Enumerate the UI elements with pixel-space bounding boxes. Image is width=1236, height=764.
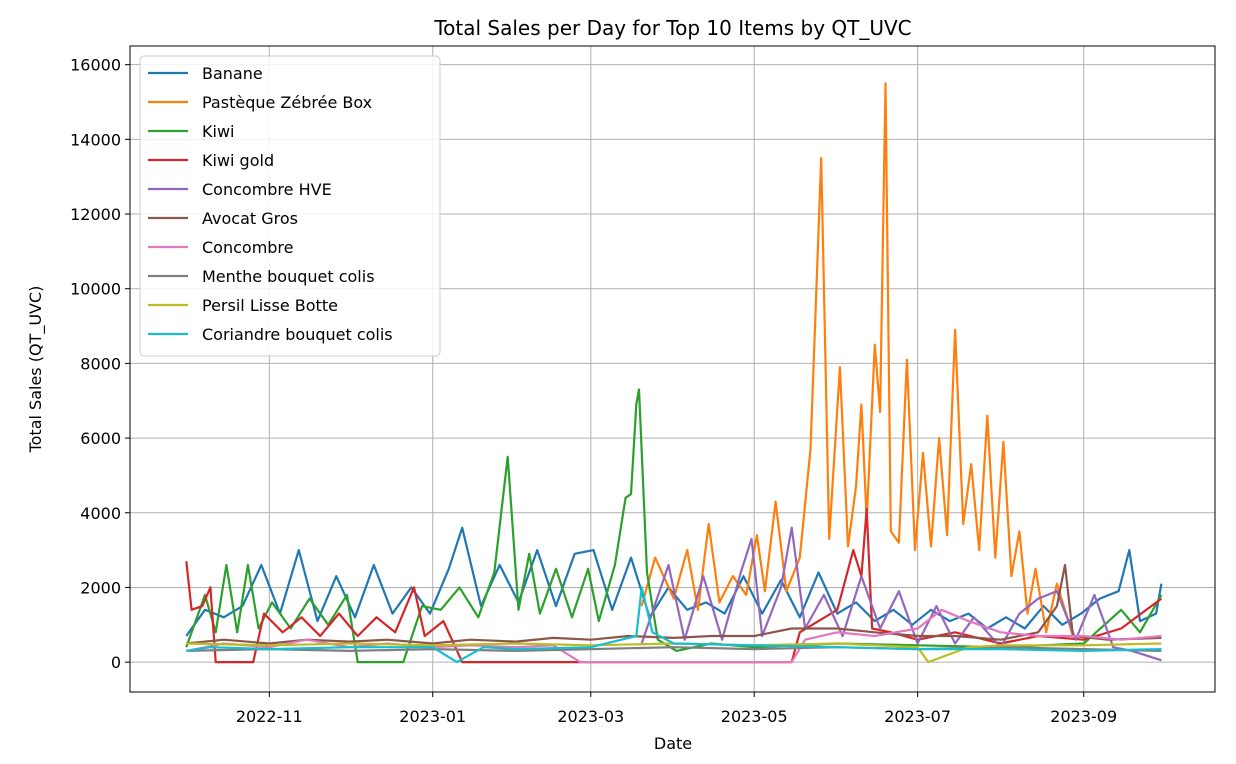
plot-frame	[129, 45, 1216, 693]
chart-title: Total Sales per Day for Top 10 Items by …	[433, 16, 911, 40]
x-axis-label: Date	[654, 734, 692, 753]
series-line-8	[186, 646, 1162, 652]
x-tick-label: 2022-11	[236, 707, 303, 726]
y-tick-label: 14000	[70, 130, 121, 149]
series-line-10	[186, 586, 1162, 664]
legend: Banane Pastèque Zébrée Box Kiwi Kiwi gold Co…	[139, 55, 441, 357]
series-line-5	[640, 526, 1162, 662]
legend-entry-label: Concombre HVE	[202, 180, 332, 199]
x-tick-label: 2023-05	[721, 707, 788, 726]
axis-ticks: 0 2000 4000 6000 8000 10000 12000 14000 16000 202…	[70, 56, 1117, 726]
legend-entry-label: Avocat Gros	[202, 209, 298, 228]
x-tick-label: 2023-07	[884, 707, 951, 726]
x-tick-label: 2023-01	[399, 707, 466, 726]
y-tick-label: 4000	[80, 504, 121, 523]
series-line-6	[186, 563, 1162, 645]
y-tick-label: 12000	[70, 205, 121, 224]
legend-entry-label: Pastèque Zébrée Box	[202, 93, 372, 112]
legend-entry-label: Menthe bouquet colis	[202, 267, 375, 286]
legend-entry-label: Persil Lisse Botte	[202, 296, 338, 315]
legend-entry-label: Kiwi	[202, 122, 234, 141]
y-tick-label: 10000	[70, 280, 121, 299]
legend-entry-label: Banane	[202, 64, 263, 83]
legend-box	[139, 55, 441, 357]
y-tick-label: 0	[111, 653, 121, 672]
legend-entry-label: Kiwi gold	[202, 151, 274, 170]
y-tick-label: 16000	[70, 56, 121, 75]
y-tick-label: 2000	[80, 578, 121, 597]
y-tick-label: 8000	[80, 354, 121, 373]
y-axis-label: Total Sales (QT_UVC)	[26, 286, 46, 454]
y-tick-label: 6000	[80, 429, 121, 448]
legend-entry-label: Concombre	[202, 238, 294, 257]
x-tick-label: 2023-09	[1050, 707, 1117, 726]
x-tick-label: 2023-03	[557, 707, 624, 726]
series-lines	[185, 82, 1163, 664]
legend-entry-label: Coriandre bouquet colis	[202, 325, 393, 344]
series-line-2	[640, 82, 1075, 637]
series-line-1	[185, 526, 1163, 637]
